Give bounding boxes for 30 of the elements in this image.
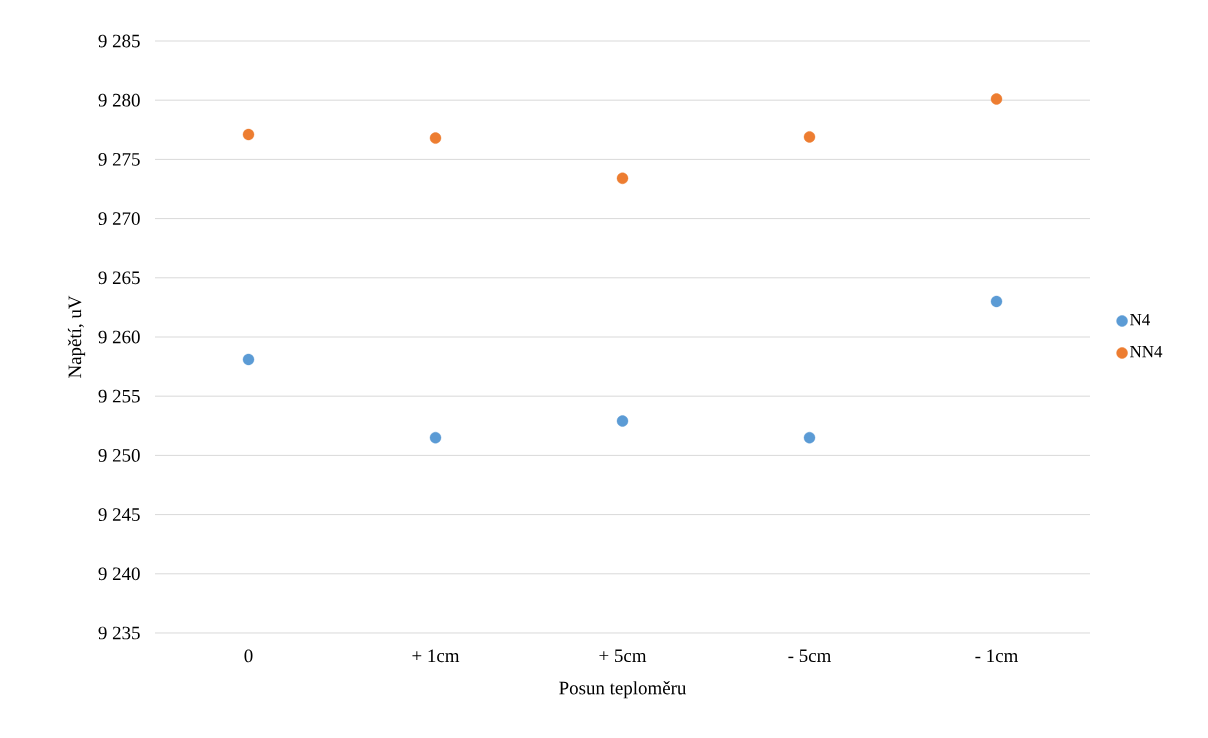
y-tick-label: 9 235 — [98, 626, 140, 640]
y-tick-label: 9 280 — [98, 93, 140, 107]
legend-label: NN4 — [1130, 345, 1163, 358]
point — [242, 128, 255, 141]
y-tick-label: 9 240 — [98, 567, 140, 581]
point — [616, 172, 629, 185]
point — [990, 93, 1003, 105]
y-tick-label: 9 285 — [98, 34, 140, 48]
y-tick-label: 9 255 — [98, 389, 140, 403]
y-axis-title: Napětí, uV — [67, 295, 86, 378]
y-tick-label: 9 250 — [98, 449, 140, 462]
point — [803, 431, 816, 444]
legend-label: N4 — [1130, 314, 1150, 326]
point — [242, 353, 255, 366]
x-tick-label: + 5cm — [599, 649, 647, 663]
point — [429, 431, 442, 444]
y-tick-label: 9 275 — [98, 153, 140, 166]
x-axis-title: Posun teploměru — [559, 681, 687, 699]
x-tick-label: 0 — [244, 649, 253, 663]
x-tick-label: - 5cm — [788, 649, 832, 663]
y-tick-label: 9 245 — [98, 508, 140, 521]
x-tick-label: - 1cm — [975, 649, 1019, 663]
point — [990, 295, 1003, 308]
point — [616, 415, 629, 427]
point — [429, 132, 442, 144]
y-tick-label: 9 260 — [98, 330, 140, 344]
x-tick-label: + 1cm — [412, 649, 460, 663]
y-tick-label: 9 270 — [98, 212, 140, 225]
y-tick-label: 9 265 — [98, 271, 140, 285]
point — [803, 131, 816, 143]
